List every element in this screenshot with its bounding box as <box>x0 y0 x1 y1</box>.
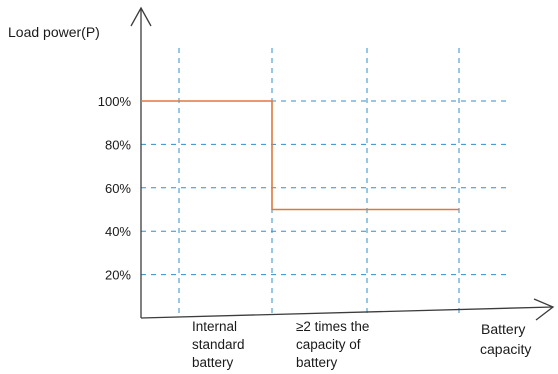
y-tick-label-20: 20% <box>105 268 131 283</box>
x-category-label-internal-line-2: standard <box>192 337 245 352</box>
axis-layer <box>130 6 555 321</box>
x-category-label-2x: ≥2 times the capacity of battery <box>296 319 373 370</box>
y-axis-arrowhead <box>130 6 152 27</box>
x-category-label-2x-line-2: capacity of <box>296 337 361 352</box>
x-axis-title-line-2: capacity <box>480 341 531 357</box>
y-tick-label-100: 100% <box>98 94 132 109</box>
x-axis-arrowhead <box>533 298 555 321</box>
y-axis-title: Load power(P) <box>8 24 100 40</box>
y-tick-label-60: 60% <box>105 181 131 196</box>
series-line-load-power <box>141 100 459 211</box>
y-tick-label-40: 40% <box>105 224 131 239</box>
x-category-label-2x-line-1: ≥2 times the <box>296 319 369 334</box>
x-axis-title: Battery capacity <box>480 321 531 357</box>
x-category-label-internal-line-3: battery <box>192 355 234 370</box>
x-category-label-2x-line-3: battery <box>296 355 338 370</box>
series-layer <box>141 100 459 211</box>
x-category-label-internal-line-1: Internal <box>192 319 237 334</box>
grid-layer <box>141 48 510 318</box>
x-category-label-internal: Internal standard battery <box>192 319 248 370</box>
text-layer: Load power(P) Battery capacity Internal … <box>8 24 531 370</box>
x-axis-title-line-1: Battery <box>481 321 525 337</box>
y-tick-label-80: 80% <box>105 137 131 152</box>
x-axis-line <box>140 306 554 319</box>
